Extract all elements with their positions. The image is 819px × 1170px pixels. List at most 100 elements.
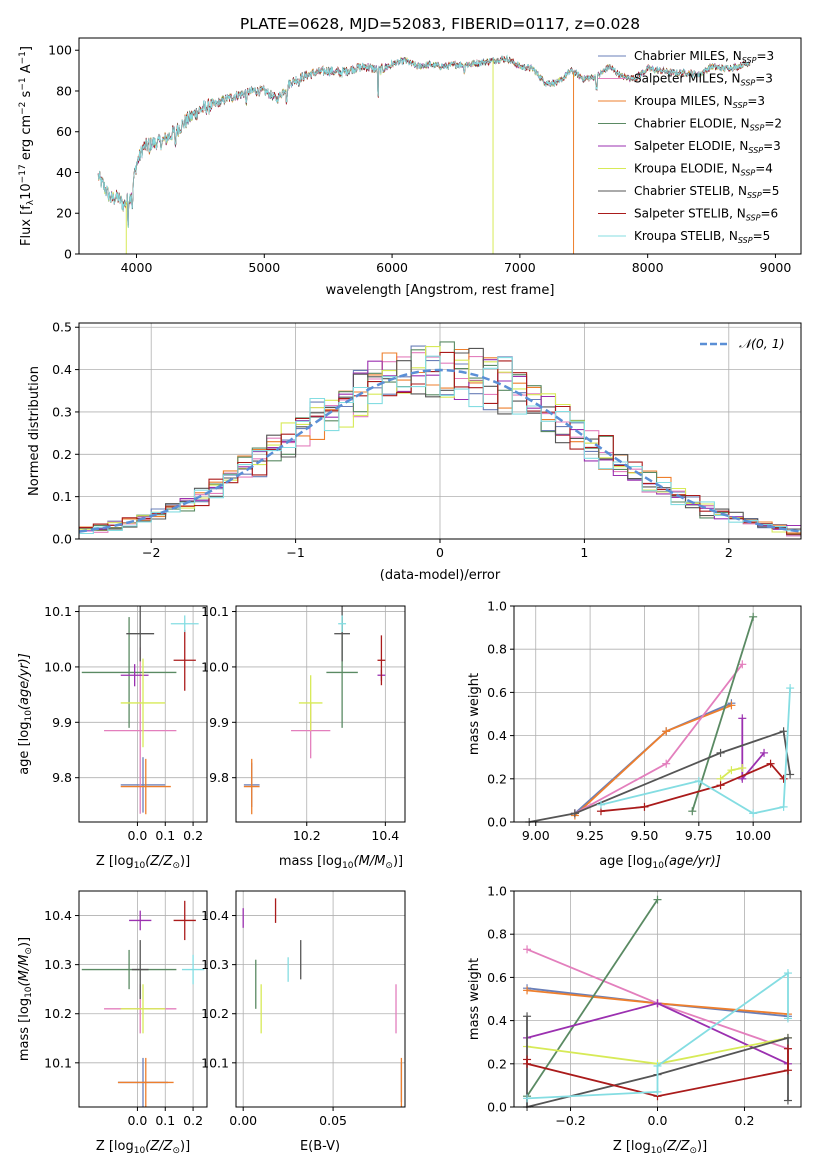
age-vs-metallicity-points — [81, 606, 199, 815]
legend-entry: Salpeter MILES, NSSP=3 — [634, 72, 773, 88]
histogram-x-axis-label: (data-model)/error — [380, 568, 501, 583]
x-tick-label: 0 — [436, 545, 444, 560]
x-tick-label: 0.1 — [155, 1113, 175, 1128]
legend-entry: Salpeter ELODIE, NSSP=3 — [634, 139, 781, 155]
y-tick-label: 10.0 — [44, 659, 72, 674]
y-tick-label: 0.0 — [52, 532, 72, 547]
y-tick-label: 0.1 — [52, 489, 72, 504]
x-tick-label: −0.2 — [555, 1113, 585, 1128]
mass-weight-line — [526, 899, 659, 1097]
y-tick-label: 0.2 — [487, 1056, 507, 1071]
x-tick-label: 9.00 — [522, 828, 550, 843]
y-tick-label: 10.1 — [44, 1055, 72, 1070]
x-tick-label: 10.00 — [735, 828, 771, 843]
histogram-y-axis-label: Normed distribution — [27, 366, 42, 496]
x-tick-label: 0.05 — [319, 1113, 347, 1128]
mass-weight-vs-age-panel: 9.00 9.25 9.50 9.75 10.000.00.20.40.60.81.0 … — [467, 599, 802, 871]
spectrum-legend: Chabrier MILES, NSSP=3 Salpeter MILES, NS… — [598, 49, 782, 245]
y-tick-label: 100 — [48, 43, 72, 58]
histogram-series — [78, 341, 802, 537]
y-tick-label: 10.2 — [44, 1006, 72, 1021]
y-tick-label: 9.8 — [209, 770, 229, 785]
y-tick-label: 0.4 — [487, 1013, 507, 1028]
mass-vs-extinction-x-label: E(B-V) — [300, 1139, 340, 1154]
y-tick-label: 0.4 — [487, 728, 507, 743]
x-tick-label: 0.0 — [127, 828, 147, 843]
y-tick-label: 10.1 — [201, 604, 229, 619]
y-tick-label: 9.9 — [52, 715, 72, 730]
spectrum-y-axis-label: Flux [fλ10−17 erg cm−2 s−1 A−1] — [18, 46, 36, 246]
histogram-step — [79, 355, 801, 535]
mass-weight-vs-metallicity-y-label: mass weight — [467, 958, 482, 1040]
normal-curve — [78, 368, 802, 533]
y-tick-label: 0.3 — [52, 404, 72, 419]
age-vs-mass-panel: 10.2 10.4 9.8 9.9 10.0 10.1 mass [log10(M/M⊙)… — [201, 604, 406, 871]
mass-weight-vs-age-lines — [525, 612, 795, 826]
x-tick-label: 4000 — [121, 260, 153, 275]
age-vs-mass-points — [243, 606, 386, 815]
y-tick-label: 0 — [64, 247, 72, 262]
age-vs-metallicity-panel: 0.0 0.1 0.29.89.910.010.1 Z [log10(Z/Z⊙)] … — [17, 604, 208, 871]
x-tick-label: 0.2 — [183, 1113, 203, 1128]
y-tick-label: 0.6 — [487, 970, 507, 985]
x-tick-label: 9.25 — [576, 828, 604, 843]
histogram-legend: 𝒩(0, 1) — [700, 336, 785, 351]
x-tick-label: 0.00 — [229, 1113, 257, 1128]
age-vs-metallicity-x-label: Z [log10(Z/Z⊙)] — [96, 854, 190, 871]
spectrum-series — [97, 54, 751, 254]
spectrum-line — [97, 54, 751, 228]
mass-weight-vs-age-axes-frame — [513, 605, 802, 823]
y-tick-label: 60 — [56, 124, 72, 139]
y-tick-label: 10.4 — [201, 908, 229, 923]
x-tick-label: 7000 — [504, 260, 536, 275]
legend-entry: Salpeter STELIB, NSSP=6 — [634, 207, 778, 223]
spectrum-title: PLATE=0628, MJD=52083, FIBERID=0117, z=0… — [240, 15, 640, 33]
mass-vs-metallicity-y-label: mass [log10(M/M⊙)] — [17, 937, 34, 1061]
legend-entry: Chabrier ELODIE, NSSP=2 — [634, 117, 782, 133]
mass-weight-vs-age-y-label: mass weight — [467, 673, 482, 755]
y-tick-label: 0.4 — [52, 362, 72, 377]
y-tick-label: 10.3 — [44, 957, 72, 972]
y-tick-label: 0.0 — [487, 815, 507, 830]
residual-histogram-panel: −2 −1 0 1 2 0.0 0.1 0.2 0.3 0.4 0.5 (data-model)/e… — [27, 320, 802, 583]
mass-vs-metallicity-x-label: Z [log10(Z/Z⊙)] — [96, 1139, 190, 1156]
mass-weight-vs-metallicity-panel: −0.2 0.0 0.2 0.0 0.2 0.4 0.6 0.8 1.0 Z [log10(Z/… — [467, 884, 802, 1156]
age-vs-metallicity-y-label: age [log10(age/yr)] — [17, 653, 34, 775]
y-tick-label: 10.0 — [201, 659, 229, 674]
y-tick-label: 9.8 — [52, 770, 72, 785]
x-tick-label: −2 — [142, 545, 160, 560]
mass-vs-extinction-points — [242, 898, 403, 1107]
y-tick-label: 0.8 — [487, 927, 507, 942]
mass-weight-vs-age-x-label: age [log10(age/yr)] — [599, 854, 721, 871]
y-tick-label: 1.0 — [487, 599, 507, 614]
y-tick-label: 0.2 — [52, 447, 72, 462]
x-tick-label: 0.0 — [127, 1113, 147, 1128]
mass-weight-vs-metallicity-x-label: Z [log10(Z/Z⊙)] — [613, 1139, 707, 1156]
legend-entry: Kroupa STELIB, NSSP=5 — [634, 229, 770, 245]
y-tick-label: 0.6 — [487, 685, 507, 700]
age-vs-metallicity-axes-frame — [78, 605, 208, 823]
y-tick-label: 0.2 — [487, 771, 507, 786]
x-tick-label: 0.2 — [183, 828, 203, 843]
x-tick-label: 0.2 — [735, 1113, 755, 1128]
normal-legend-label: 𝒩(0, 1) — [739, 336, 785, 351]
age-vs-mass-x-label: mass [log10(M/M⊙)] — [279, 854, 403, 871]
x-tick-label: 9000 — [760, 260, 792, 275]
legend-entry: Chabrier MILES, NSSP=3 — [634, 49, 774, 65]
y-tick-label: 10.1 — [201, 1055, 229, 1070]
age-vs-mass-axes-frame — [235, 605, 406, 823]
x-tick-label: 10.4 — [371, 828, 399, 843]
y-tick-label: 0.8 — [487, 642, 507, 657]
mass-vs-metallicity-points — [81, 900, 205, 1107]
x-tick-label: 9.50 — [631, 828, 659, 843]
y-tick-label: 40 — [56, 165, 72, 180]
y-tick-label: 80 — [56, 83, 72, 98]
legend-entry: Kroupa ELODIE, NSSP=4 — [634, 162, 773, 178]
x-tick-label: 10.2 — [293, 828, 321, 843]
mass-weight-line — [691, 616, 755, 812]
mass-vs-extinction-axes-frame — [235, 890, 406, 1108]
x-tick-label: 0.0 — [648, 1113, 668, 1128]
y-tick-label: 10.4 — [44, 908, 72, 923]
y-tick-label: 10.2 — [201, 1006, 229, 1021]
y-tick-label: 0.5 — [52, 320, 72, 335]
